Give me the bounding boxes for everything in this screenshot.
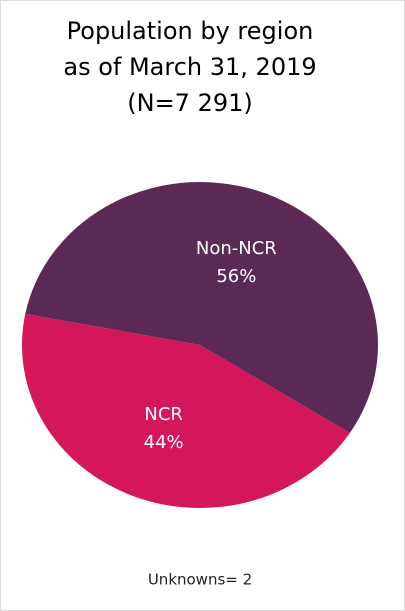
pie-slice (22, 313, 350, 508)
slice-value: 56% (216, 266, 256, 287)
chart-title: (N=7 291) (127, 89, 253, 117)
pie-slice (25, 181, 379, 433)
slice-value: 44% (144, 432, 184, 453)
slice-category: NCR (144, 404, 183, 425)
slice-category: Non-NCR (196, 238, 277, 259)
chart-title: Population by region (67, 17, 314, 45)
annotation: Unknowns= 2 (148, 571, 252, 589)
chart-title: as of March 31, 2019 (63, 53, 316, 81)
